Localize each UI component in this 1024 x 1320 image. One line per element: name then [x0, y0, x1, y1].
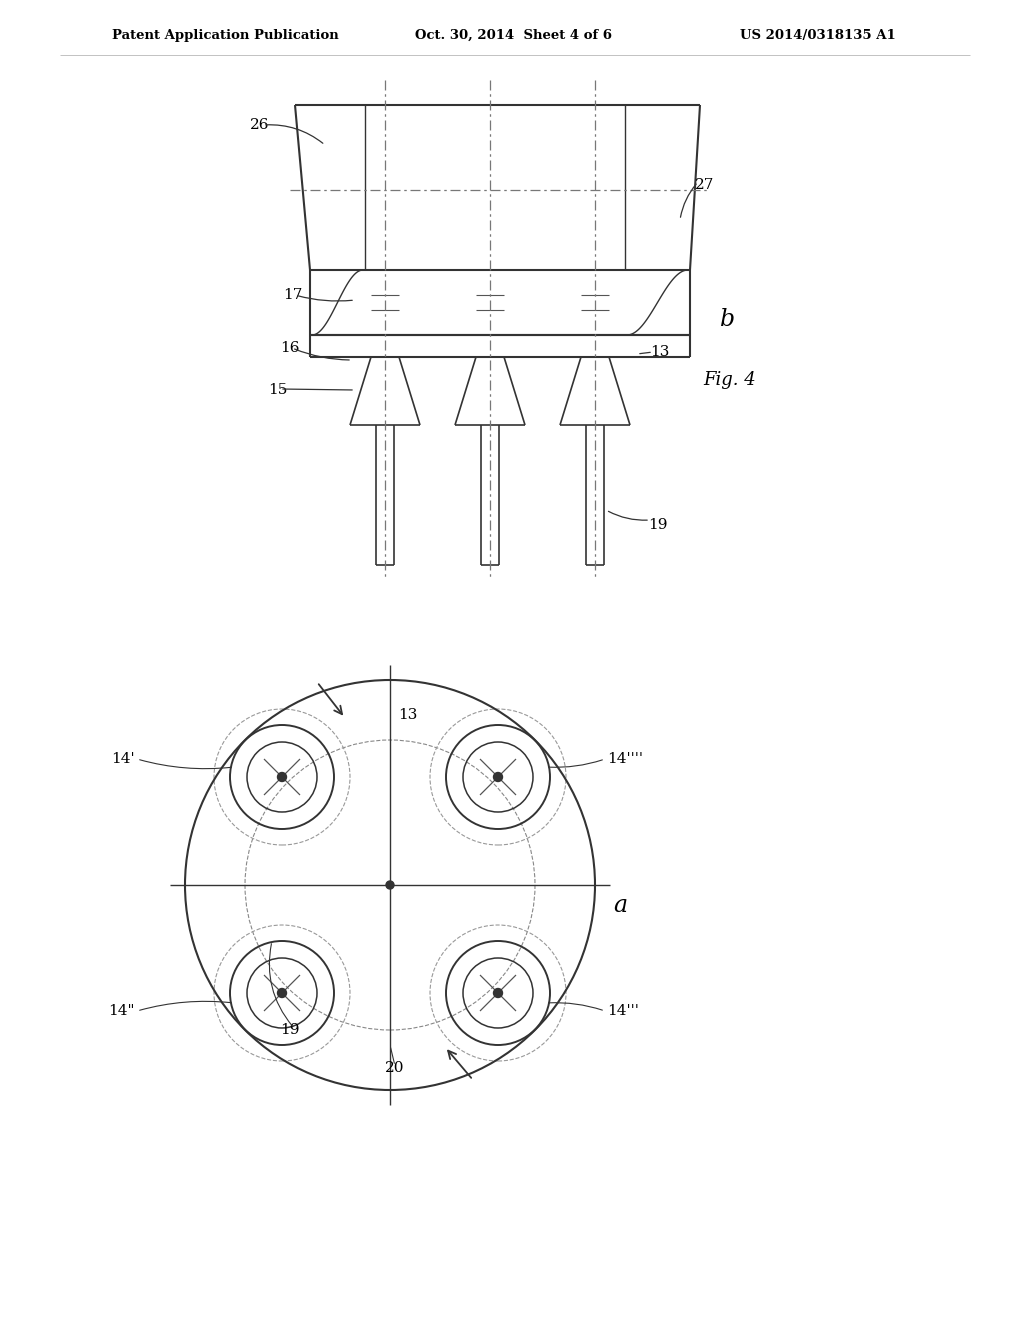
- Text: 20: 20: [385, 1061, 404, 1074]
- Text: 17: 17: [283, 288, 302, 302]
- Text: 15: 15: [268, 383, 288, 397]
- Text: 14''': 14''': [607, 1005, 639, 1018]
- Circle shape: [278, 772, 287, 781]
- Text: 19: 19: [280, 1023, 299, 1038]
- Text: 14': 14': [112, 752, 135, 766]
- Text: 16: 16: [280, 341, 299, 355]
- Text: 26: 26: [250, 117, 269, 132]
- Text: Oct. 30, 2014  Sheet 4 of 6: Oct. 30, 2014 Sheet 4 of 6: [415, 29, 612, 41]
- Text: 14": 14": [109, 1005, 135, 1018]
- Text: 19: 19: [648, 517, 668, 532]
- Text: US 2014/0318135 A1: US 2014/0318135 A1: [740, 29, 896, 41]
- Text: a: a: [613, 894, 627, 916]
- Circle shape: [494, 989, 503, 998]
- Text: 13: 13: [650, 345, 670, 359]
- Text: 13: 13: [398, 708, 418, 722]
- Circle shape: [278, 989, 287, 998]
- Circle shape: [386, 880, 394, 888]
- Text: Patent Application Publication: Patent Application Publication: [112, 29, 339, 41]
- Text: 27: 27: [695, 178, 715, 191]
- Text: Fig. 4: Fig. 4: [703, 371, 757, 389]
- Text: b: b: [721, 309, 735, 331]
- Circle shape: [494, 772, 503, 781]
- Text: 14'''': 14'''': [607, 752, 643, 766]
